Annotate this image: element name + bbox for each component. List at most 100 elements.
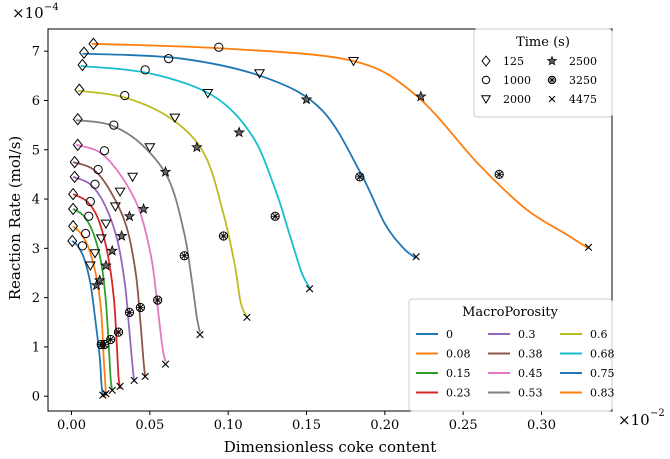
marker-star [137, 202, 150, 214]
marker-triangle [84, 261, 96, 271]
marker-x [412, 253, 420, 261]
y-scale-exponent: −4 [44, 2, 59, 13]
marker-star [300, 93, 313, 105]
marker-circle [164, 53, 174, 64]
marker-xcircle [99, 339, 110, 350]
marker-x [108, 386, 116, 394]
time-legend-label: 4475 [569, 93, 597, 106]
marker-x [243, 313, 251, 322]
marker-circle [93, 164, 103, 175]
marker-star [106, 244, 119, 256]
y-tick-label: 3 [32, 242, 40, 257]
porosity-legend-label: 0.53 [518, 387, 543, 400]
series-line-0.38 [72, 161, 147, 377]
time-legend-title: Time (s) [516, 35, 570, 50]
marker-triangle [114, 187, 126, 198]
marker-star [191, 141, 203, 153]
marker-triangle [480, 95, 492, 104]
y-tick-label: 4 [32, 193, 40, 208]
x-tick-label: 0.25 [449, 418, 478, 433]
y-tick-label: 0 [32, 390, 40, 405]
porosity-legend-label: 0.45 [518, 367, 543, 380]
x-scale-multiplier: ×10 [618, 411, 650, 429]
porosity-legend-label: 0.08 [446, 348, 471, 361]
time-legend-label: 2500 [569, 55, 597, 68]
marker-x [305, 285, 314, 293]
marker-x [196, 330, 204, 339]
marker-triangle [127, 172, 139, 183]
marker-xcircle [124, 307, 135, 318]
marker-diamond [67, 234, 78, 248]
marker-star [93, 274, 106, 286]
marker-triangle [253, 69, 266, 79]
marker-diamond [69, 155, 80, 169]
marker-triangle [109, 202, 121, 212]
marker-xcircle [153, 295, 163, 305]
marker-circle [85, 196, 95, 207]
porosity-legend-title: MacroPorosity [462, 305, 559, 320]
marker-xcircle [547, 75, 557, 85]
porosity-legend: MacroPorosity 0 0.08 0.15 0.23 0.3 0.38 0.45 0.… [408, 298, 615, 412]
marker-circle [214, 42, 224, 52]
marker-diamond [72, 112, 83, 126]
porosity-legend-label: 0.23 [446, 387, 471, 400]
y-scale-multiplier: ×10 [12, 4, 44, 22]
marker-circle [99, 146, 110, 156]
time-legend: Time (s) 125 2500 1000 3250 2000 4475 [473, 28, 613, 118]
marker-circle [109, 120, 119, 130]
series-line-0.3 [72, 176, 136, 382]
x-scale-exponent: −2 [650, 408, 665, 419]
marker-triangle [202, 89, 214, 99]
series-line-0.6 [77, 89, 248, 318]
x-tick-label: 0.00 [57, 418, 86, 433]
series-line-0 [71, 240, 104, 397]
x-axis-label: Dimensionless coke content [224, 438, 436, 456]
marker-diamond [69, 170, 80, 184]
marker-circle [80, 228, 91, 239]
marker-triangle [347, 56, 360, 67]
marker-x [141, 372, 149, 381]
marker-xcircle [106, 334, 116, 345]
marker-diamond [481, 55, 491, 67]
series-line-0.53 [76, 119, 201, 333]
y-tick-label: 7 [32, 45, 40, 60]
marker-xcircle [113, 327, 124, 337]
series-line-0.68 [80, 65, 311, 289]
porosity-legend-label: 0.6 [590, 328, 608, 341]
marker-xcircle [494, 169, 504, 180]
marker-star [115, 229, 128, 241]
porosity-legend-label: 0 [446, 328, 453, 341]
y-tick-label: 2 [32, 291, 40, 306]
plot-frame [47, 28, 613, 412]
y-tick-label: 6 [32, 94, 40, 109]
marker-diamond [77, 58, 88, 72]
time-legend-label: 2000 [503, 93, 531, 106]
marker-xcircle [355, 172, 365, 182]
marker-x [548, 95, 556, 103]
marker-star [159, 165, 172, 177]
series-line-0.23 [72, 193, 121, 389]
marker-diamond [68, 202, 79, 216]
marker-x [584, 243, 593, 252]
marker-xcircle [270, 211, 280, 221]
marker-x [102, 390, 110, 398]
x-tick-label: 0.20 [370, 418, 399, 433]
marker-circle [481, 75, 491, 85]
marker-diamond [68, 219, 79, 233]
marker-circle [120, 90, 130, 101]
y-tick-label: 5 [32, 143, 40, 158]
x-tick-label: 0.10 [214, 418, 243, 433]
marker-xcircle [135, 302, 146, 313]
marker-star [415, 90, 427, 102]
y-axis-label: Reaction Rate (mol/s) [6, 136, 24, 301]
porosity-legend-label: 0.75 [590, 367, 615, 380]
marker-circle [90, 179, 100, 189]
time-legend-entries: 125 2500 1000 3250 2000 4475 [480, 55, 597, 106]
marker-circle [77, 241, 88, 251]
time-legend-label: 125 [503, 55, 524, 68]
x-tick-label: 0.05 [135, 418, 164, 433]
marker-triangle [169, 113, 181, 124]
marker-triangle [144, 143, 156, 153]
